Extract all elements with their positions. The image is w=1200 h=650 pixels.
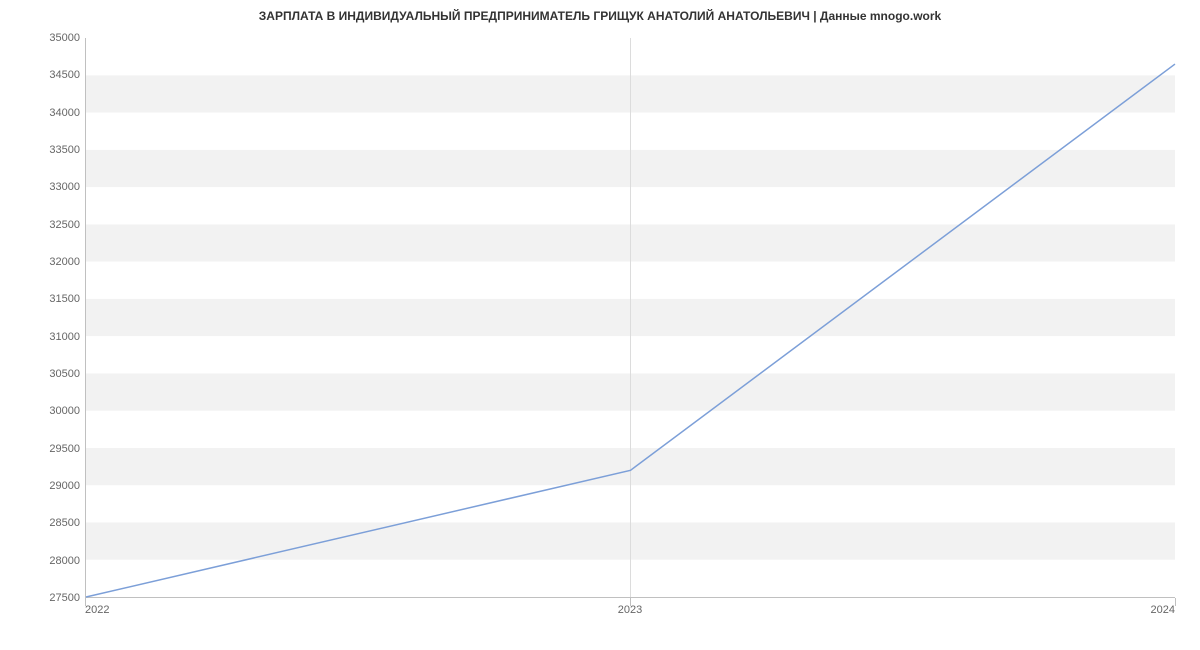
x-tick-label: 2024: [1151, 604, 1175, 616]
y-tick-label: 28000: [49, 555, 80, 567]
y-tick-label: 31000: [49, 331, 80, 343]
y-tick-label: 35000: [49, 32, 80, 44]
y-tick-label: 27500: [49, 592, 80, 604]
y-tick-label: 30000: [49, 405, 80, 417]
x-tick-label: 2022: [85, 604, 109, 616]
y-tick-label: 29500: [49, 443, 80, 455]
y-tick-label: 34500: [49, 69, 80, 81]
y-tick-label: 30500: [49, 368, 80, 380]
chart-title: ЗАРПЛАТА В ИНДИВИДУАЛЬНЫЙ ПРЕДПРИНИМАТЕЛ…: [0, 9, 1200, 23]
chart-svg: [86, 38, 1175, 597]
y-tick-label: 33500: [49, 144, 80, 156]
y-tick-label: 32000: [49, 256, 80, 268]
y-tick-label: 33000: [49, 181, 80, 193]
y-tick-label: 29000: [49, 480, 80, 492]
y-tick-label: 34000: [49, 107, 80, 119]
plot-area: [85, 38, 1175, 598]
y-tick-label: 32500: [49, 219, 80, 231]
x-tick-mark: [630, 598, 631, 606]
x-tick-mark: [85, 598, 86, 606]
y-tick-label: 28500: [49, 517, 80, 529]
y-tick-label: 31500: [49, 293, 80, 305]
x-tick-mark: [1175, 598, 1176, 606]
